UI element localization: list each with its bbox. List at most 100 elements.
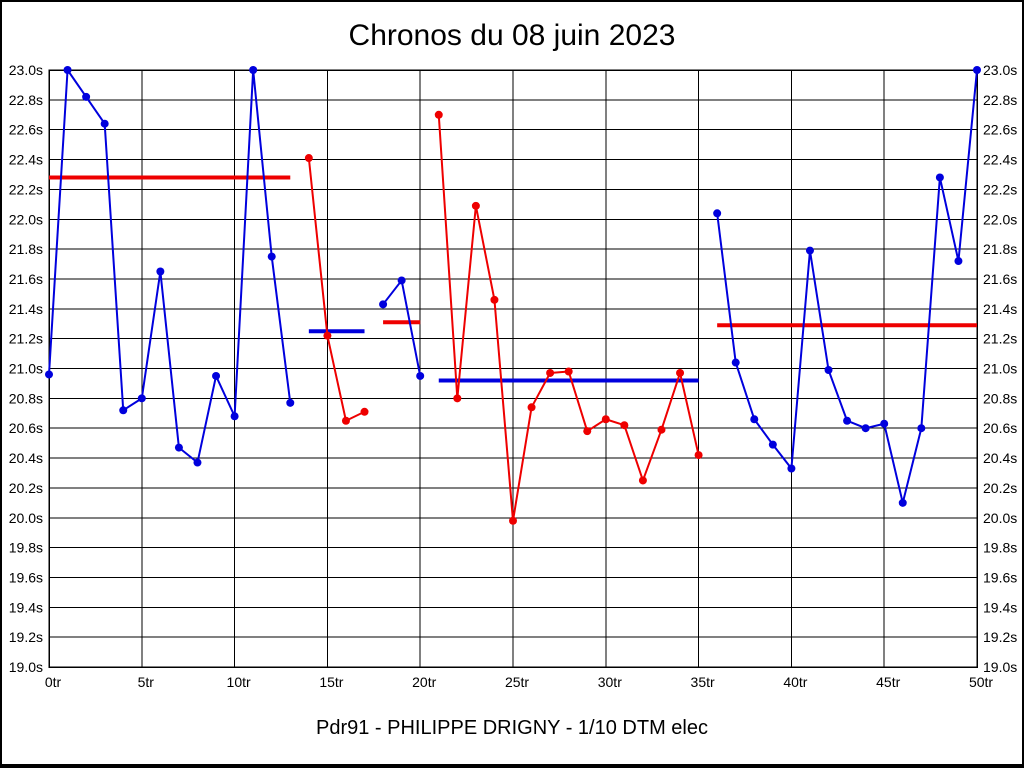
data-point: [973, 66, 981, 74]
x-tick-label: 15tr: [319, 674, 343, 690]
y-tick-label-right: 22.6s: [983, 122, 1017, 138]
y-tick-label-right: 21.6s: [983, 271, 1017, 287]
series-line: [437, 113, 700, 522]
y-tick-label-right: 20.2s: [983, 480, 1017, 496]
y-tick-label-right: 21.2s: [983, 331, 1017, 347]
y-tick-label-right: 22.2s: [983, 181, 1017, 197]
data-point: [156, 267, 165, 276]
data-point: [620, 421, 629, 430]
y-tick-label-left: 22.2s: [9, 181, 43, 197]
data-point: [434, 110, 443, 119]
data-point: [750, 415, 759, 424]
y-tick-label-right: 19.6s: [983, 569, 1017, 585]
data-point: [267, 252, 276, 261]
y-tick-label-left: 22.4s: [9, 152, 43, 168]
series-line: [307, 157, 366, 422]
y-tick-label-left: 19.0s: [9, 659, 43, 675]
x-tick-label: 40tr: [783, 674, 807, 690]
y-tick-label-right: 20.6s: [983, 420, 1017, 436]
x-tick-label: 10tr: [227, 674, 251, 690]
y-tick-label-left: 21.2s: [9, 331, 43, 347]
data-point: [564, 367, 573, 376]
y-tick-label-right: 20.0s: [983, 510, 1017, 526]
data-point: [341, 416, 350, 425]
data-point: [843, 416, 852, 425]
data-point: [880, 419, 889, 428]
data-point: [861, 424, 870, 433]
data-point: [676, 368, 685, 377]
y-tick-label-right: 19.0s: [983, 659, 1017, 675]
data-point: [490, 295, 499, 304]
data-point: [249, 66, 258, 74]
data-point: [137, 394, 146, 403]
x-tick-label: 0tr: [45, 674, 62, 690]
data-point: [323, 331, 332, 340]
y-tick-label-left: 19.8s: [9, 540, 43, 556]
y-tick-label-left: 19.4s: [9, 599, 43, 615]
y-tick-label-right: 22.4s: [983, 152, 1017, 168]
y-tick-label-left: 21.6s: [9, 271, 43, 287]
x-tick-label: 30tr: [598, 674, 622, 690]
data-point: [230, 412, 239, 421]
data-point: [119, 406, 128, 415]
data-point: [471, 201, 480, 210]
y-tick-label-left: 22.0s: [9, 211, 43, 227]
data-point: [360, 407, 369, 416]
data-point: [304, 154, 313, 163]
data-point: [917, 424, 926, 433]
series-line: [716, 69, 978, 504]
x-tick-label: 20tr: [412, 674, 436, 690]
y-tick-label-right: 19.4s: [983, 599, 1017, 615]
data-point: [100, 119, 109, 128]
data-point: [601, 415, 610, 424]
y-tick-label-right: 20.8s: [983, 390, 1017, 406]
data-point: [657, 425, 666, 434]
x-tick-label: 5tr: [138, 674, 155, 690]
x-tick-label: 35tr: [691, 674, 715, 690]
data-point: [193, 458, 202, 467]
data-point: [805, 246, 814, 255]
data-point: [787, 464, 796, 473]
x-tick-label: 25tr: [505, 674, 529, 690]
data-point: [731, 358, 740, 367]
data-point: [824, 365, 833, 374]
y-tick-label-right: 21.0s: [983, 361, 1017, 377]
y-tick-label-left: 21.8s: [9, 241, 43, 257]
y-tick-label-left: 22.8s: [9, 92, 43, 108]
data-point: [638, 476, 647, 485]
data-point: [898, 498, 907, 507]
data-point: [212, 371, 221, 380]
y-tick-label-left: 20.6s: [9, 420, 43, 436]
data-point: [546, 368, 555, 377]
series-line: [382, 279, 422, 377]
data-point: [82, 92, 91, 101]
data-point: [768, 440, 777, 449]
chart-title: Chronos du 08 juin 2023: [348, 19, 676, 52]
y-tick-label-left: 22.6s: [9, 122, 43, 138]
y-tick-label-right: 23.0s: [983, 62, 1017, 78]
y-tick-label-right: 21.4s: [983, 301, 1017, 317]
data-point: [527, 403, 536, 412]
y-tick-label-right: 20.4s: [983, 450, 1017, 466]
data-point: [954, 257, 963, 266]
data-point: [379, 300, 388, 309]
y-tick-label-left: 20.2s: [9, 480, 43, 496]
x-tick-label: 50tr: [969, 674, 993, 690]
data-point: [45, 370, 53, 379]
y-tick-label-right: 22.8s: [983, 92, 1017, 108]
data-point: [935, 173, 944, 182]
y-tick-label-left: 23.0s: [9, 62, 43, 78]
y-tick-label-right: 21.8s: [983, 241, 1017, 257]
series-line: [48, 69, 292, 464]
y-tick-label-left: 20.4s: [9, 450, 43, 466]
y-tick-label-left: 21.4s: [9, 301, 43, 317]
y-tick-label-left: 19.6s: [9, 569, 43, 585]
data-point: [397, 276, 406, 285]
data-point: [713, 209, 722, 218]
data-point: [63, 66, 72, 74]
y-tick-label-left: 20.8s: [9, 390, 43, 406]
y-tick-label-right: 19.8s: [983, 540, 1017, 556]
data-point: [583, 427, 592, 436]
